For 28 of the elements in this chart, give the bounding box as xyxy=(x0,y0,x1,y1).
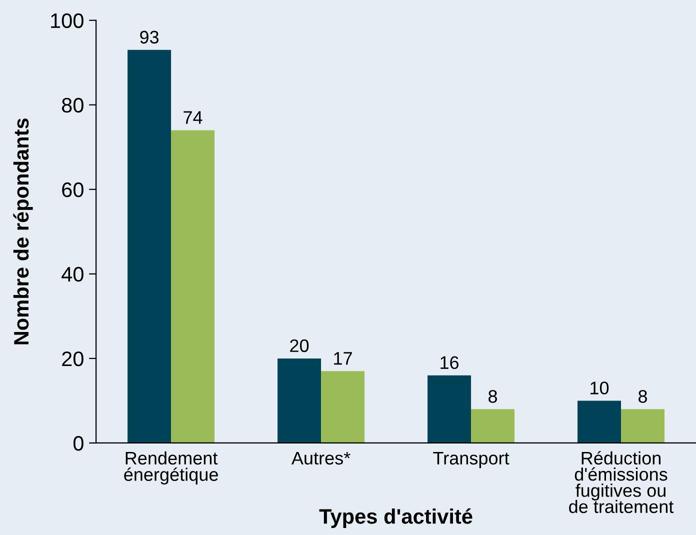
data-label: 8 xyxy=(488,390,497,403)
bar xyxy=(278,358,322,443)
x-tick-label: Rendement énergétique xyxy=(124,451,218,485)
x-tick-label: Autres* xyxy=(291,452,350,465)
data-label: 20 xyxy=(290,339,309,352)
bar xyxy=(621,409,665,443)
data-label: 16 xyxy=(440,356,459,370)
x-axis-title: Types d'activité xyxy=(319,508,472,528)
bar xyxy=(171,130,215,443)
x-tick-label: Transport xyxy=(433,452,510,468)
bar xyxy=(471,409,515,443)
y-tick-label: 60 xyxy=(62,182,84,198)
y-tick-label: 20 xyxy=(62,351,84,366)
y-tick-label: 40 xyxy=(62,266,84,282)
y-axis-title: Nombre de répondants xyxy=(13,118,33,344)
data-label: 8 xyxy=(638,390,647,403)
data-label: 10 xyxy=(590,382,609,394)
bar xyxy=(321,371,365,443)
data-label: 17 xyxy=(334,352,352,365)
y-tick-label: 80 xyxy=(62,98,84,113)
bar xyxy=(128,50,172,443)
data-label: 74 xyxy=(184,111,202,124)
bar xyxy=(428,375,472,443)
data-label: 93 xyxy=(140,30,159,44)
y-tick-label: 100 xyxy=(51,13,84,28)
bar xyxy=(578,400,622,443)
y-tick-label: 0 xyxy=(73,436,84,451)
x-tick-label: Réduction d'émissions fugitives ou de traitement xyxy=(569,451,674,514)
